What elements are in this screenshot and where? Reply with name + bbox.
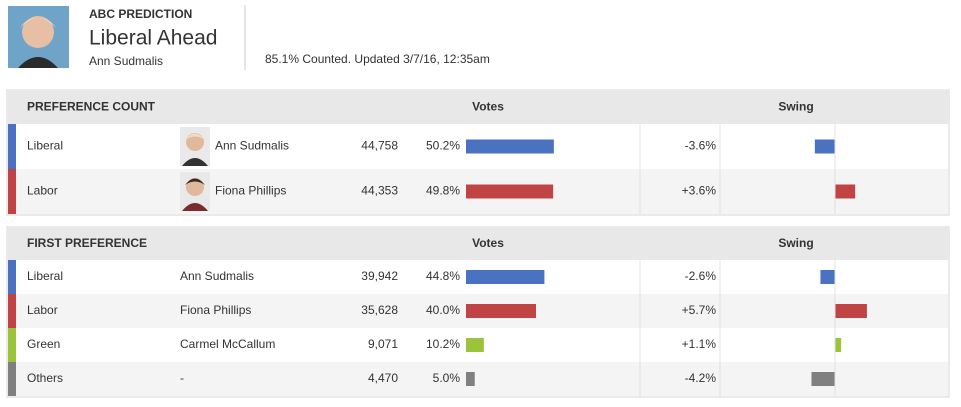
votes: 9,071 <box>368 337 398 351</box>
party: Others <box>27 371 63 385</box>
row-bg <box>8 362 948 396</box>
votes-heading: Votes <box>472 236 504 250</box>
votes: 44,353 <box>361 184 398 198</box>
swing-heading: Swing <box>778 236 813 250</box>
swing-bar <box>835 304 867 318</box>
percent-bar <box>466 372 475 386</box>
photo-face <box>186 178 204 196</box>
percent: 49.8% <box>426 184 460 198</box>
votes: 35,628 <box>361 303 398 317</box>
photo-body <box>182 203 208 211</box>
photo-face <box>186 133 204 151</box>
photo-hair <box>185 178 205 185</box>
candidate: - <box>180 371 184 385</box>
candidate: Ann Sudmalis <box>180 269 254 283</box>
swing: -3.6% <box>685 139 717 153</box>
swing-bar <box>820 270 835 284</box>
party-color <box>8 362 16 396</box>
swing-bar <box>835 184 856 199</box>
percent: 10.2% <box>426 337 460 351</box>
swing: +3.6% <box>682 184 717 198</box>
percent-bar <box>466 139 554 154</box>
table-header <box>8 228 948 260</box>
votes: 44,758 <box>361 139 398 153</box>
party-color <box>8 260 16 294</box>
table-title: FIRST PREFERENCE <box>27 236 147 250</box>
photo-body <box>182 158 208 166</box>
percent-bar <box>466 338 484 352</box>
party-color <box>8 328 16 362</box>
candidate-name: Ann Sudmalis <box>89 54 163 68</box>
candidate: Fiona Phillips <box>215 184 286 198</box>
swing-bar <box>835 338 842 352</box>
headline: Liberal Ahead <box>89 27 217 50</box>
swing-heading: Swing <box>778 100 813 114</box>
header-photo <box>8 6 69 68</box>
party-color <box>8 294 16 328</box>
kicker: ABC PREDICTION <box>89 7 192 21</box>
percent: 40.0% <box>426 303 460 317</box>
count-status: 85.1% Counted. Updated 3/7/16, 12:35am <box>265 52 490 66</box>
party: Labor <box>27 303 58 317</box>
party: Green <box>27 337 60 351</box>
party-color <box>8 169 16 214</box>
swing: +5.7% <box>682 303 717 317</box>
swing-bar <box>814 139 835 154</box>
percent: 5.0% <box>433 371 461 385</box>
swing: -4.2% <box>685 371 717 385</box>
percent-bar <box>466 270 545 284</box>
percent-bar <box>466 304 536 318</box>
votes-heading: Votes <box>472 100 504 114</box>
votes: 4,470 <box>368 371 398 385</box>
votes: 39,942 <box>361 269 398 283</box>
party-color <box>8 124 16 169</box>
table-header <box>8 91 948 124</box>
party: Labor <box>27 184 58 198</box>
candidate: Ann Sudmalis <box>215 139 289 153</box>
swing: +1.1% <box>682 337 717 351</box>
percent: 50.2% <box>426 139 460 153</box>
swing-bar <box>811 372 835 386</box>
swing: -2.6% <box>685 269 717 283</box>
candidate-photo <box>180 172 210 211</box>
candidate: Fiona Phillips <box>180 303 251 317</box>
photo-hair <box>185 133 205 140</box>
percent: 44.8% <box>426 269 460 283</box>
candidate-photo <box>180 127 210 166</box>
candidate: Carmel McCallum <box>180 337 275 351</box>
party: Liberal <box>27 139 63 153</box>
percent-bar <box>466 184 554 199</box>
party: Liberal <box>27 269 63 283</box>
table-title: PREFERENCE COUNT <box>27 100 156 114</box>
